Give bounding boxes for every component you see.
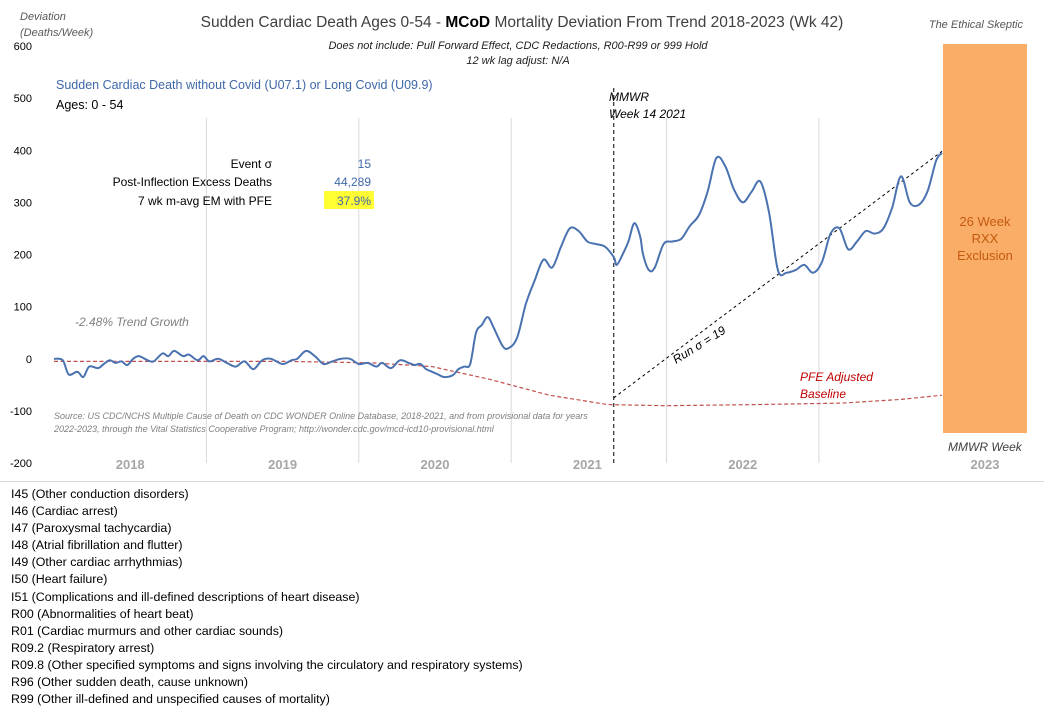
x-axis-label: MMWR Week bbox=[948, 440, 1023, 454]
icd-code-item: I51 (Complications and ill-defined descr… bbox=[11, 589, 360, 604]
exclusion-label-line: RXX bbox=[972, 231, 999, 246]
main-series-line bbox=[53, 152, 943, 379]
pfe-label-2: Baseline bbox=[800, 387, 846, 401]
y-tick-label: 300 bbox=[14, 197, 32, 209]
icd-code-item: R01 (Cardiac murmurs and other cardiac s… bbox=[11, 623, 284, 638]
exclusion-label-line: 26 Week bbox=[959, 214, 1011, 229]
x-year-label: 2021 bbox=[573, 457, 602, 472]
ages-label: Ages: 0 - 54 bbox=[56, 98, 123, 112]
mmwr-label-2: Week 14 2021 bbox=[609, 107, 686, 121]
source-line-2: 2022-2023, through the Vital Statistics … bbox=[53, 424, 495, 434]
x-year-label: 2020 bbox=[421, 457, 450, 472]
icd-code-item: I47 (Paroxysmal tachycardia) bbox=[11, 521, 172, 536]
y-tick-label: -200 bbox=[10, 458, 32, 470]
icd-code-item: I48 (Atrial fibrillation and flutter) bbox=[11, 538, 183, 553]
stat-value-event-sigma: 15 bbox=[358, 157, 372, 171]
exclusion-label: 26 Week RXX Exclusion bbox=[957, 214, 1013, 263]
trend-label: -2.48% Trend Growth bbox=[75, 315, 189, 329]
icd-code-item: I45 (Other conduction disorders) bbox=[11, 487, 189, 501]
y-axis-label-2: (Deaths/Week) bbox=[20, 27, 93, 39]
chart-title: Sudden Cardiac Death Ages 0-54 - MCoD Mo… bbox=[201, 14, 844, 31]
icd-code-item: R99 (Other ill-defined and unspecified c… bbox=[11, 692, 330, 707]
icd-code-item: R09.8 (Other specified symptoms and sign… bbox=[11, 657, 523, 672]
y-tick-label: 500 bbox=[14, 93, 32, 105]
y-tick-label: 600 bbox=[14, 41, 32, 53]
run-sigma-label: Run σ = 19 bbox=[670, 323, 728, 367]
icd-code-list: I45 (Other conduction disorders) I46 (Car… bbox=[11, 486, 523, 708]
pfe-baseline-line bbox=[54, 360, 943, 407]
series-label: Sudden Cardiac Death without Covid (U07.… bbox=[56, 78, 433, 92]
icd-code-item: R09.2 (Respiratory arrest) bbox=[11, 640, 155, 655]
stat-value-excess-deaths: 44,289 bbox=[334, 175, 371, 189]
icd-code-item: I49 (Other cardiac arrhythmias) bbox=[11, 555, 183, 570]
mmwr-label-1: MMWR bbox=[609, 90, 649, 104]
exclusion-zone bbox=[943, 44, 1027, 433]
chart-subtitle-2: 12 wk lag adjust: N/A bbox=[466, 55, 569, 67]
x-year-label: 2019 bbox=[268, 457, 297, 472]
y-tick-label: 200 bbox=[14, 250, 32, 262]
icd-code-item: R00 (Abnormalities of heart beat) bbox=[11, 606, 194, 621]
pfe-label-1: PFE Adjusted bbox=[800, 370, 873, 384]
stat-label-excess-deaths: Post-Inflection Excess Deaths bbox=[113, 175, 272, 189]
source-line-1: Source: US CDC/NCHS Multiple Cause of De… bbox=[54, 411, 588, 421]
run-trend-line bbox=[613, 150, 943, 399]
chart-svg: 26 Week RXX Exclusion Sudden Cardiac Death… bbox=[10, 11, 1027, 472]
chart-subtitle-1: Does not include: Pull Forward Effect, C… bbox=[328, 40, 708, 52]
watermark: The Ethical Skeptic bbox=[929, 19, 1024, 31]
x-year-label: 2022 bbox=[728, 457, 757, 472]
y-tick-label: 0 bbox=[26, 354, 32, 366]
x-year-label: 2018 bbox=[116, 457, 145, 472]
icd-code-item: R96 (Other sudden death, cause unknown) bbox=[11, 675, 248, 690]
y-tick-label: 400 bbox=[14, 145, 32, 157]
y-tick-label: -100 bbox=[10, 406, 32, 418]
exclusion-label-line: Exclusion bbox=[957, 248, 1013, 263]
stat-value-em-pfe: 37.9% bbox=[337, 194, 371, 208]
icd-code-item: I46 (Cardiac arrest) bbox=[11, 504, 118, 519]
chart-area: 26 Week RXX Exclusion Sudden Cardiac Death… bbox=[0, 11, 1044, 482]
y-tick-label: 100 bbox=[14, 302, 32, 314]
icd-code-item: I50 (Heart failure) bbox=[11, 572, 108, 587]
highlight-box bbox=[324, 191, 374, 209]
y-axis-label-1: Deviation bbox=[20, 11, 66, 23]
stat-label-em-pfe: 7 wk m-avg EM with PFE bbox=[138, 194, 272, 208]
x-year-label: 2023 bbox=[971, 457, 1000, 472]
stat-label-event-sigma: Event σ bbox=[231, 157, 273, 171]
